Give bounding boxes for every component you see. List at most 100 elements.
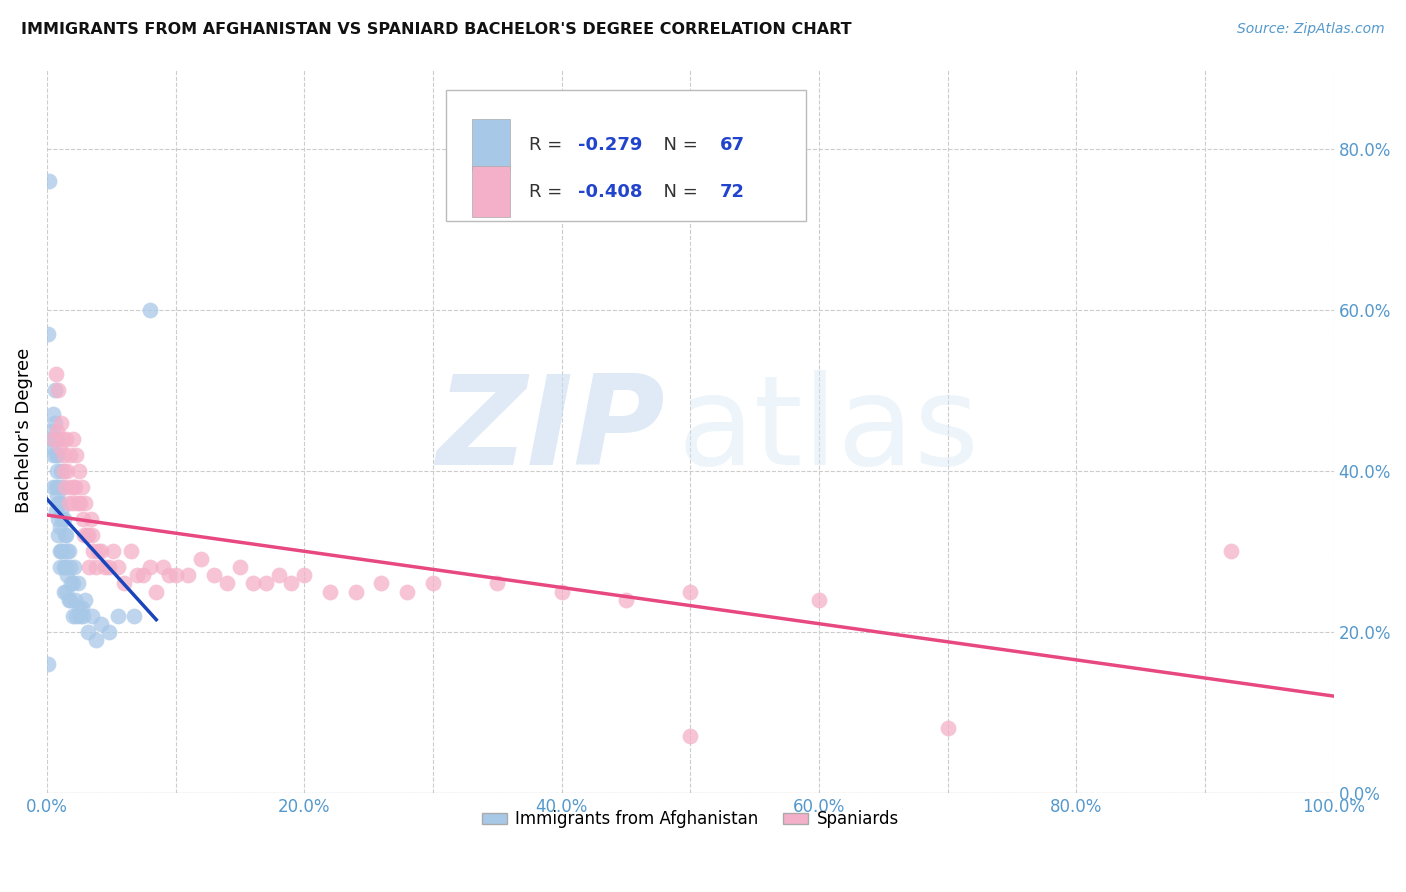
Point xyxy=(55,528,77,542)
Point xyxy=(49,440,72,454)
Point xyxy=(84,632,107,647)
Point xyxy=(97,560,120,574)
Point xyxy=(49,496,72,510)
Point xyxy=(56,568,79,582)
Point xyxy=(229,560,252,574)
Point xyxy=(49,464,72,478)
Text: -0.279: -0.279 xyxy=(578,136,643,153)
Text: R =: R = xyxy=(530,136,568,153)
Point xyxy=(152,560,174,574)
Point xyxy=(62,608,84,623)
Point xyxy=(679,729,702,743)
Point xyxy=(69,496,91,510)
Point xyxy=(79,512,101,526)
Point xyxy=(53,560,76,574)
Point xyxy=(49,416,72,430)
Point xyxy=(51,512,73,526)
Point xyxy=(70,480,93,494)
Point xyxy=(48,512,70,526)
Point xyxy=(202,568,225,582)
Point xyxy=(165,568,187,582)
Point xyxy=(41,424,63,438)
Point xyxy=(42,432,65,446)
Point xyxy=(75,592,97,607)
Point xyxy=(41,440,63,454)
Point xyxy=(66,576,89,591)
Point xyxy=(120,544,142,558)
Point xyxy=(46,488,69,502)
Point xyxy=(38,174,60,188)
Point xyxy=(486,576,509,591)
Point xyxy=(58,496,80,510)
Point xyxy=(58,544,80,558)
Point xyxy=(77,528,100,542)
FancyBboxPatch shape xyxy=(446,90,806,220)
Point xyxy=(139,560,162,574)
Point xyxy=(145,584,167,599)
Text: -0.408: -0.408 xyxy=(578,183,643,201)
Point xyxy=(52,448,75,462)
Point xyxy=(56,464,79,478)
Point xyxy=(62,432,84,446)
Point xyxy=(60,480,83,494)
Point xyxy=(45,448,67,462)
Point xyxy=(44,384,66,398)
Point xyxy=(67,464,90,478)
Point xyxy=(56,544,79,558)
Point xyxy=(42,480,65,494)
Point xyxy=(396,584,419,599)
Point xyxy=(48,528,70,542)
Point xyxy=(48,384,70,398)
Point xyxy=(107,560,129,574)
Point xyxy=(242,576,264,591)
Point xyxy=(53,480,76,494)
Point xyxy=(44,416,66,430)
Point xyxy=(679,584,702,599)
Point xyxy=(46,424,69,438)
Point xyxy=(48,480,70,494)
Point xyxy=(46,432,69,446)
Point xyxy=(80,608,103,623)
Point xyxy=(73,528,96,542)
Point xyxy=(280,576,302,591)
Point xyxy=(77,624,100,639)
Point xyxy=(52,584,75,599)
Point xyxy=(70,600,93,615)
Point xyxy=(46,464,69,478)
Point xyxy=(101,544,124,558)
Point xyxy=(63,560,86,574)
Text: 72: 72 xyxy=(720,183,745,201)
Point xyxy=(51,544,73,558)
Point xyxy=(807,592,830,607)
Point xyxy=(52,560,75,574)
Point xyxy=(62,496,84,510)
Point xyxy=(139,302,162,317)
Point xyxy=(63,480,86,494)
Point xyxy=(215,576,238,591)
Point xyxy=(63,480,86,494)
Point xyxy=(67,600,90,615)
Point xyxy=(125,568,148,582)
Point xyxy=(72,512,94,526)
Point xyxy=(60,576,83,591)
Point xyxy=(75,496,97,510)
Point xyxy=(66,496,89,510)
Point xyxy=(39,432,62,446)
Point xyxy=(132,568,155,582)
Point xyxy=(254,576,277,591)
FancyBboxPatch shape xyxy=(471,166,510,217)
Point xyxy=(59,448,82,462)
Point xyxy=(49,520,72,534)
Point xyxy=(51,480,73,494)
Point xyxy=(422,576,444,591)
Point xyxy=(44,432,66,446)
Text: ZIP: ZIP xyxy=(436,370,665,491)
Point xyxy=(267,568,290,582)
Point xyxy=(52,464,75,478)
Text: 67: 67 xyxy=(720,136,745,153)
Point xyxy=(370,576,392,591)
Point xyxy=(37,326,59,341)
Point xyxy=(55,432,77,446)
Point xyxy=(45,480,67,494)
Point xyxy=(97,624,120,639)
